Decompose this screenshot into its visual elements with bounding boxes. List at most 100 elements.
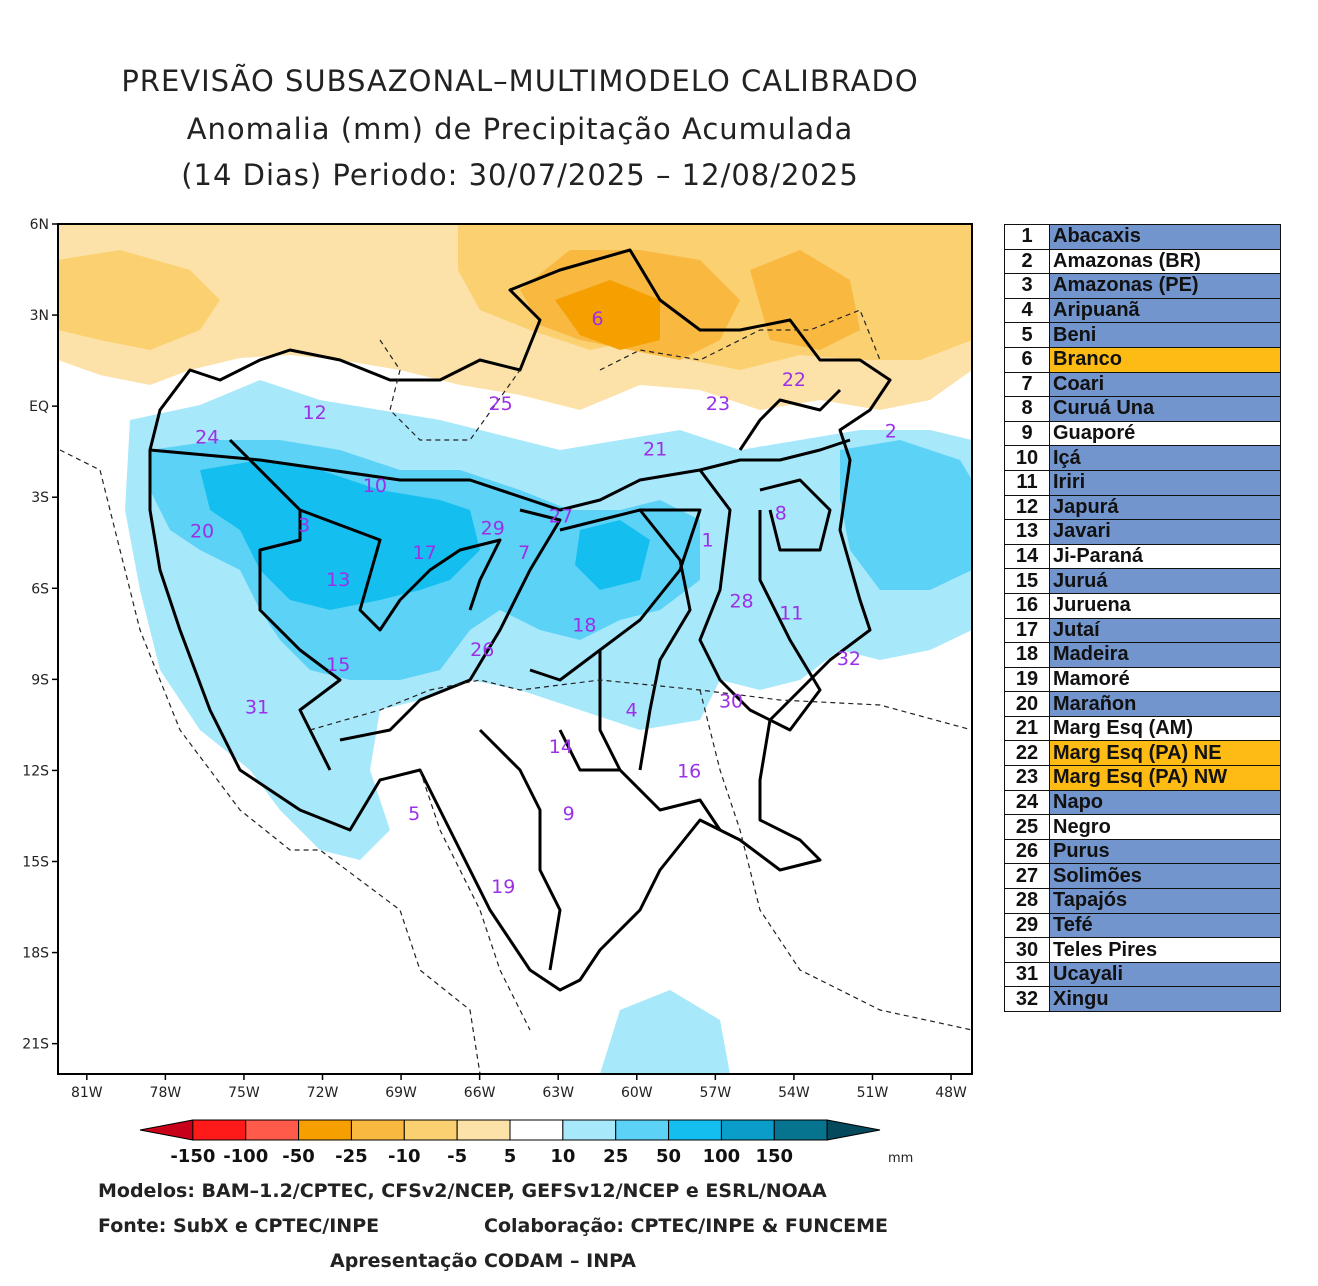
basin-label: 1 — [701, 530, 713, 552]
legend-row: 30 Teles Pires — [1004, 937, 1281, 963]
colorbar-label: 25 — [603, 1146, 628, 1167]
legend-basin-name: Tefé — [1049, 912, 1281, 939]
colorbar-label: -25 — [335, 1146, 368, 1167]
footer-collaboration: Colaboração: CPTEC/INPE & FUNCEME — [484, 1215, 889, 1237]
legend-row: 5 Beni — [1004, 322, 1281, 348]
basin-label: 21 — [643, 439, 667, 461]
legend-number: 5 — [1004, 322, 1050, 348]
colorbar: -150 -100 -50 -25 -10 -5 5 10 25 50 100 150 mm — [139, 1119, 913, 1167]
colorbar-segment — [826, 1119, 881, 1141]
longitude-axis: 81W 78W 75W 72W 69W 66W 63W 60W 57W 54W 51W 48W — [71, 1074, 967, 1101]
country-borders — [59, 309, 973, 1075]
legend-number: 19 — [1004, 666, 1050, 693]
legend-row: 28 Tapajós — [1004, 888, 1281, 914]
legend-basin-name: Teles Pires — [1049, 937, 1281, 963]
legend-row: 8 Curuá Una — [1004, 396, 1281, 422]
colorbar-segment — [668, 1119, 722, 1141]
colorbar-label: -10 — [388, 1146, 421, 1167]
lon-tick-label: 81W — [71, 1085, 103, 1101]
basin-label: 27 — [549, 505, 573, 527]
legend-row: 2 Amazonas (BR) — [1004, 248, 1281, 275]
basin-label: 7 — [518, 542, 530, 564]
basin-label: 31 — [245, 697, 269, 719]
legend-row: 25 Negro — [1004, 814, 1281, 840]
lat-tick-label: 6S — [31, 581, 49, 597]
lon-tick-label: 69W — [385, 1085, 417, 1101]
legend-row: 18 Madeira — [1004, 642, 1281, 668]
colorbar-label: -50 — [282, 1146, 315, 1167]
legend-basin-name: Napo — [1049, 789, 1281, 816]
basin-label: 30 — [719, 691, 743, 713]
basin-label: 24 — [195, 427, 219, 449]
basin-label: 18 — [572, 615, 596, 637]
legend-row: 27 Solimões — [1004, 863, 1281, 890]
legend-number: 11 — [1004, 469, 1050, 496]
legend-number: 10 — [1004, 445, 1050, 471]
legend-number: 23 — [1004, 765, 1050, 791]
legend-number: 6 — [1004, 346, 1050, 373]
legend-number: 14 — [1004, 543, 1050, 570]
legend-basin-name: Ji-Paraná — [1049, 543, 1281, 570]
legend-row: 15 Juruá — [1004, 568, 1281, 594]
lat-tick-label: 6N — [30, 217, 49, 233]
colorbar-segment — [245, 1119, 300, 1141]
legend-basin-name: Madeira — [1049, 642, 1281, 668]
colorbar-label: -150 — [170, 1146, 215, 1167]
amazon-basin-outline — [148, 248, 892, 992]
legend-row: 10 Içá — [1004, 445, 1281, 471]
colorbar-segment — [139, 1119, 194, 1141]
basin-label: 5 — [408, 803, 420, 825]
lat-tick-label: 18S — [22, 946, 49, 962]
legend-row: 29 Tefé — [1004, 912, 1281, 939]
lat-tick-label: 3S — [31, 490, 49, 506]
legend-basin-name: Aripuanã — [1049, 297, 1281, 324]
colorbar-segment — [615, 1119, 670, 1141]
legend-number: 18 — [1004, 642, 1050, 668]
inner-basin-divides — [149, 388, 851, 971]
lon-tick-label: 66W — [464, 1085, 496, 1101]
basin-label: 23 — [706, 393, 730, 415]
basin-label: 22 — [782, 369, 806, 391]
colorbar-label: 10 — [550, 1146, 575, 1167]
basin-label: 16 — [677, 760, 701, 782]
basin-label: 9 — [563, 803, 575, 825]
legend-basin-name: Amazonas (BR) — [1049, 248, 1281, 275]
legend-number: 2 — [1004, 248, 1050, 275]
basin-label: 25 — [489, 393, 513, 415]
colorbar-label: -5 — [447, 1146, 467, 1167]
legend-number: 24 — [1004, 789, 1050, 816]
legend-basin-name: Iriri — [1049, 469, 1281, 496]
footer-source: Fonte: SubX e CPTEC/INPE — [98, 1215, 380, 1237]
legend-basin-name: Japurá — [1049, 494, 1281, 521]
map-title-line-1: PREVISÃO SUBSAZONAL–MULTIMODELO CALIBRAD… — [121, 64, 919, 98]
basin-label: 11 — [779, 603, 803, 625]
legend-number: 22 — [1004, 740, 1050, 767]
basin-label: 29 — [481, 518, 505, 540]
basin-label: 14 — [549, 736, 573, 758]
legend-number: 27 — [1004, 863, 1050, 890]
colorbar-segment — [773, 1119, 828, 1141]
basin-number-labels: 1234567891011121314151617181920212223242… — [190, 308, 897, 898]
legend-basin-name: Branco — [1049, 346, 1281, 373]
lon-tick-label: 72W — [307, 1085, 339, 1101]
legend-number: 32 — [1004, 986, 1050, 1012]
legend-row: 12 Japurá — [1004, 494, 1281, 521]
colorbar-segment — [192, 1119, 247, 1141]
legend-number: 13 — [1004, 519, 1050, 545]
legend-basin-name: Amazonas (PE) — [1049, 273, 1281, 299]
legend-basin-name: Xingu — [1049, 986, 1281, 1012]
legend-basin-name: Jutaí — [1049, 617, 1281, 644]
legend-basin-name: Ucayali — [1049, 961, 1281, 988]
map-title-line-2: Anomalia (mm) de Precipitação Acumulada — [186, 112, 854, 146]
legend-number: 12 — [1004, 494, 1050, 521]
legend-basin-name: Coari — [1049, 371, 1281, 398]
legend-basin-name: Purus — [1049, 838, 1281, 865]
legend-row: 11 Iriri — [1004, 469, 1281, 496]
lat-tick-label: 21S — [22, 1037, 49, 1053]
legend-basin-name: Abacaxis — [1049, 224, 1281, 250]
basin-label: 19 — [491, 876, 515, 898]
lat-tick-label: 15S — [22, 855, 49, 871]
colorbar-label: 50 — [656, 1146, 681, 1167]
colorbar-segment — [456, 1119, 511, 1141]
legend-number: 15 — [1004, 568, 1050, 594]
